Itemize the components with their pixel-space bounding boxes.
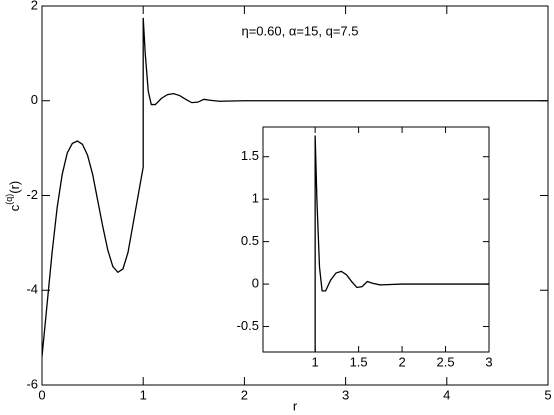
- x-tick-label: 3: [485, 354, 492, 369]
- x-tick-label: 1.5: [350, 354, 368, 369]
- y-label-tail: (r): [7, 181, 22, 194]
- line-curve: [314, 135, 489, 352]
- x-tick-label: 2: [241, 387, 248, 402]
- y-label-base: c: [7, 204, 22, 211]
- x-tick-label: 1: [140, 387, 147, 402]
- plot-frame: [262, 126, 490, 353]
- y-tick-label: 0.5: [241, 233, 259, 248]
- y-tick-label: 2: [31, 0, 38, 12]
- x-axis-label: r: [293, 398, 298, 413]
- y-tick-label: 0: [31, 92, 38, 107]
- x-tick-label: 4: [443, 387, 450, 402]
- y-axis-label: c(q)(r): [4, 181, 22, 212]
- y-tick-label: -6: [26, 376, 38, 391]
- annotation: η=0.60, α=15, q=7.5: [241, 23, 358, 38]
- x-tick-label: 2: [398, 354, 405, 369]
- y-tick-label: -2: [26, 187, 38, 202]
- x-tick-label: 2.5: [436, 354, 454, 369]
- x-tick-label: 3: [342, 387, 349, 402]
- inset-background: [263, 127, 489, 352]
- y-tick-label: 1.5: [241, 148, 259, 163]
- y-tick-label: -4: [26, 282, 38, 297]
- x-tick-label: 5: [544, 387, 551, 402]
- y-label-sup: (q): [4, 194, 14, 205]
- line-curve: [42, 17, 548, 357]
- plot-frame: [41, 5, 549, 386]
- y-tick-label: 0: [252, 276, 259, 291]
- x-tick-label: 0: [38, 387, 45, 402]
- y-tick-label: 1: [252, 191, 259, 206]
- x-tick-label: 1: [312, 354, 319, 369]
- y-tick-label: -0.5: [237, 318, 259, 333]
